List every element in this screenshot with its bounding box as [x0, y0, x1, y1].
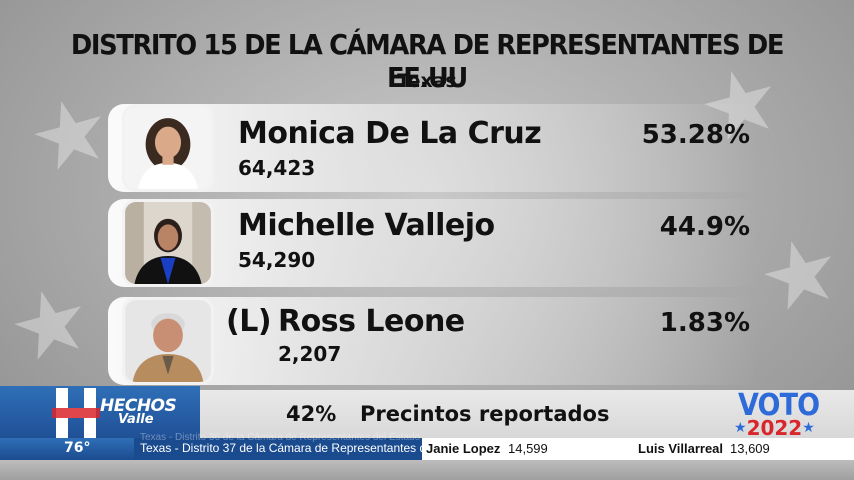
hechos-logo-icon [52, 388, 100, 438]
ticker-race-title: Texas - Distrito 37 de la Cámara de Repr… [140, 441, 477, 455]
candidate-percent: 1.83% [659, 308, 750, 338]
ticker-bottom-strip [0, 460, 854, 480]
candidate-photo [122, 199, 214, 287]
star-icon: ★ [802, 420, 815, 436]
state-subtitle: Texas [397, 70, 457, 92]
candidate-portrait-icon [125, 300, 211, 382]
candidate-party-prefix: (L) [226, 304, 272, 339]
candidate-votes: 54,290 [238, 248, 316, 272]
voto-year-text: 2022 [746, 416, 803, 440]
ticker-weather-box [0, 438, 134, 460]
channel-logo-brand: HECHOS [100, 396, 177, 416]
candidate-photo [122, 104, 214, 192]
ticker-temperature: 76° [64, 440, 91, 456]
candidate-card [108, 199, 758, 287]
candidate-percent: 53.28% [641, 120, 750, 150]
ticker-race-box [134, 438, 422, 460]
ticker-race-previous: Texas - Distrito 36 de la Cámara de Repr… [140, 432, 421, 443]
voto-badge-year: ★2022★ [734, 416, 815, 440]
page-title: DISTRITO 15 DE LA CÁMARA DE REPRESENTANT… [70, 28, 785, 94]
candidate-name: Monica De La Cruz [238, 116, 542, 151]
ticker-candidate-votes: 13,609 [730, 441, 770, 456]
background-star-decoration: ★ [747, 213, 853, 336]
candidate-portrait-icon [125, 107, 211, 189]
precincts-percent: 42% [286, 402, 337, 426]
channel-logo-sub: Valle [118, 412, 154, 427]
candidate-votes: 2,207 [278, 342, 342, 366]
candidate-name: Michelle Vallejo [238, 208, 495, 243]
precincts-label: Precintos reportados [360, 402, 610, 426]
star-icon: ★ [734, 420, 747, 436]
channel-logo-background [0, 386, 200, 440]
background-star-decoration: ★ [17, 73, 123, 196]
ticker-candidate-name: Janie Lopez [426, 441, 501, 456]
ticker-candidate-name: Luis Villarreal [638, 441, 724, 456]
candidate-votes: 64,423 [238, 156, 316, 180]
voto-badge-word: VOTO [738, 388, 820, 423]
background-star-decoration: ★ [0, 263, 103, 386]
candidate-percent: 44.9% [659, 212, 750, 242]
candidate-portrait-icon [125, 202, 211, 284]
ticker-candidate-votes: 14,599 [508, 441, 548, 456]
candidate-card [108, 297, 758, 385]
candidate-card [108, 104, 758, 192]
candidate-photo [122, 297, 214, 385]
candidate-name: Ross Leone [278, 304, 465, 339]
